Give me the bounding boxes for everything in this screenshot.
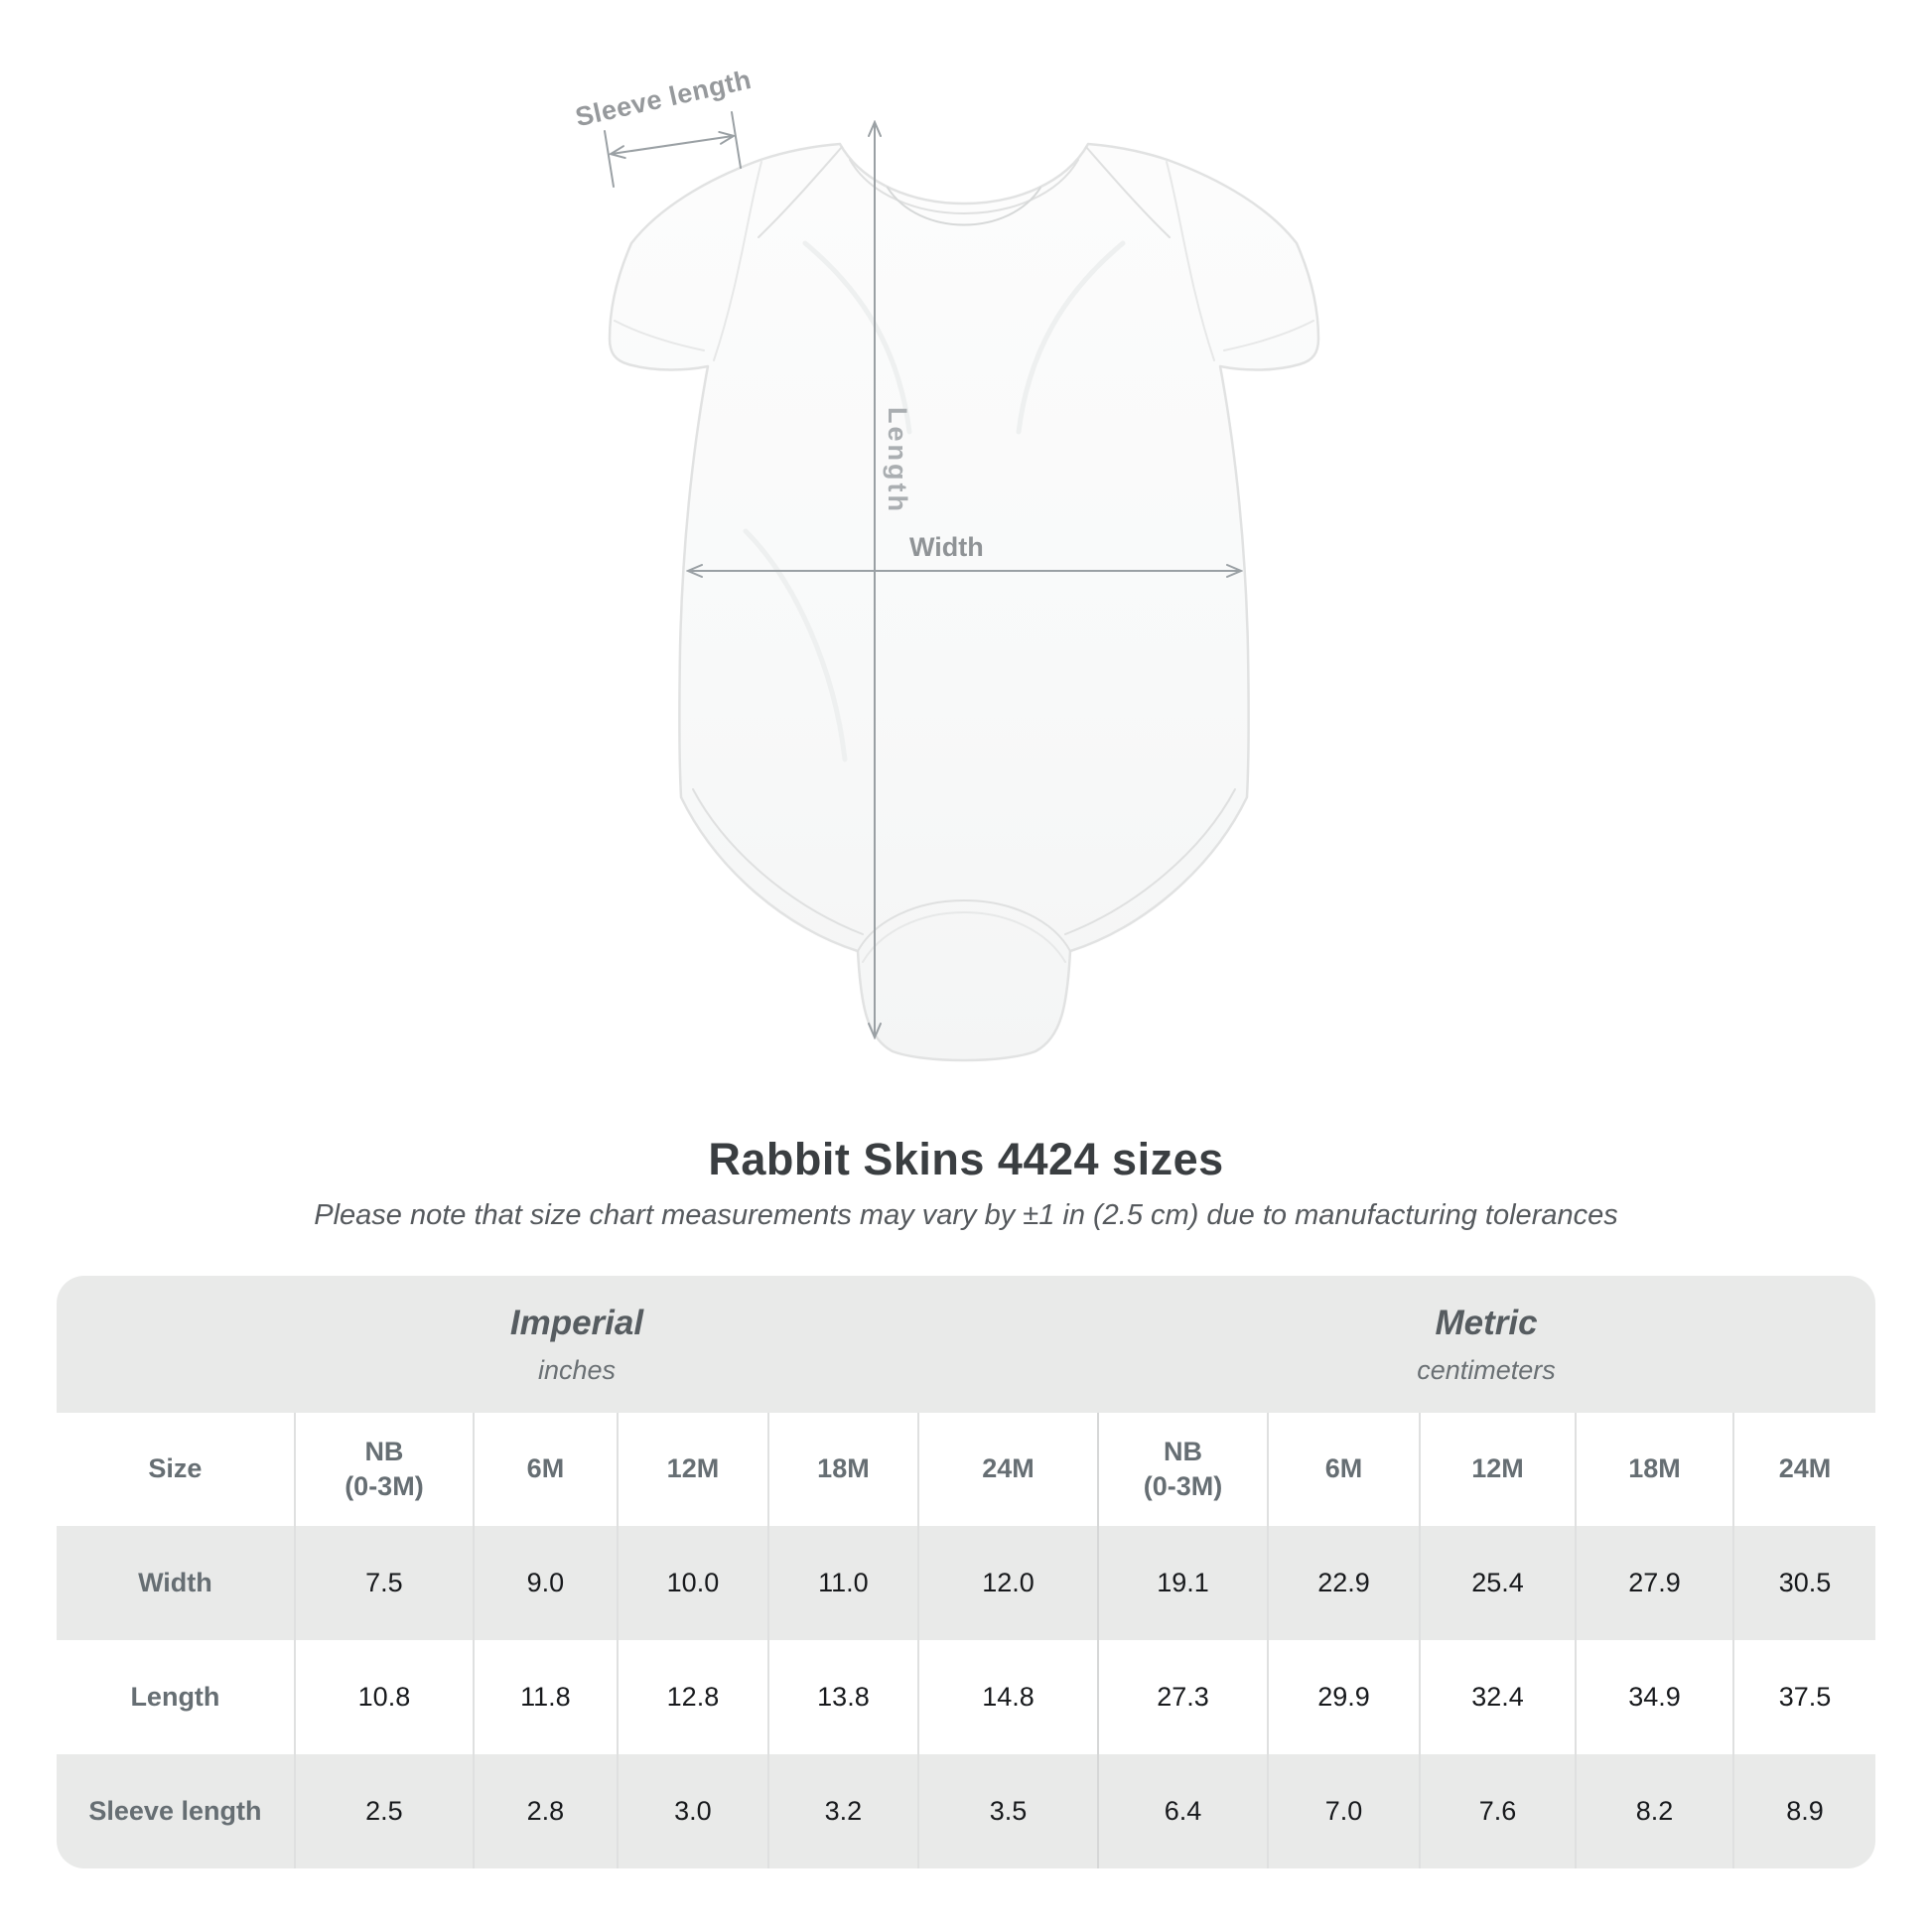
size-value-cell: 8.9 bbox=[1732, 1754, 1876, 1868]
imperial-group-header: Imperial inches bbox=[56, 1276, 1098, 1413]
size-table: Imperial inches Metric centimeters Size … bbox=[56, 1276, 1876, 1868]
col-header: 18M bbox=[766, 1413, 917, 1526]
onesie-outline bbox=[608, 142, 1320, 1062]
imperial-label: Imperial bbox=[509, 1303, 644, 1342]
width-label: Width bbox=[909, 532, 984, 562]
size-value-cell: 10.0 bbox=[616, 1526, 767, 1640]
size-value-cell: 32.4 bbox=[1419, 1640, 1576, 1754]
size-value-cell: 27.3 bbox=[1097, 1640, 1268, 1754]
row-label: Sleeve length bbox=[56, 1754, 294, 1868]
size-value-cell: 37.5 bbox=[1732, 1640, 1876, 1754]
onesie-body bbox=[608, 142, 1320, 1062]
col-header: 24M bbox=[916, 1413, 1098, 1526]
length-label: Length bbox=[883, 407, 912, 514]
row-label: Width bbox=[56, 1526, 294, 1640]
measurement-arrows bbox=[604, 111, 1240, 1036]
size-value-cell: 7.0 bbox=[1267, 1754, 1420, 1868]
col-header: 24M bbox=[1732, 1413, 1876, 1526]
size-value-cell: 27.9 bbox=[1575, 1526, 1733, 1640]
col-header: 6M bbox=[1267, 1413, 1420, 1526]
col-header-size: Size bbox=[56, 1413, 294, 1526]
size-value-cell: 2.8 bbox=[472, 1754, 617, 1868]
metric-sublabel: centimeters bbox=[1417, 1354, 1556, 1385]
table-row-length: Length 10.8 11.8 12.8 13.8 14.8 27.3 29.… bbox=[56, 1640, 1876, 1754]
size-value-cell: 13.8 bbox=[766, 1640, 917, 1754]
size-value-cell: 19.1 bbox=[1097, 1526, 1268, 1640]
imperial-sublabel: inches bbox=[537, 1354, 616, 1385]
row-label: Length bbox=[56, 1640, 294, 1754]
table-row-width: Width 7.5 9.0 10.0 11.0 12.0 19.1 22.9 2… bbox=[56, 1526, 1876, 1640]
onesie-graphic bbox=[604, 111, 1320, 1062]
sleeve-seams bbox=[614, 161, 1314, 361]
col-header: 6M bbox=[472, 1413, 617, 1526]
size-value-cell: 10.8 bbox=[293, 1640, 473, 1754]
sleeve-length-arrow bbox=[612, 136, 733, 154]
size-value-cell: 3.5 bbox=[916, 1754, 1098, 1868]
table-unit-band: Imperial inches Metric centimeters bbox=[56, 1276, 1876, 1413]
size-value-cell: 8.2 bbox=[1575, 1754, 1733, 1868]
size-diagram: Sleeve length Length Width bbox=[573, 65, 1320, 1062]
size-value-cell: 12.8 bbox=[616, 1640, 767, 1754]
subtitle: Please note that size chart measurements… bbox=[314, 1199, 1618, 1231]
size-value-cell: 3.2 bbox=[766, 1754, 917, 1868]
table-row-sleeve-length: Sleeve length 2.5 2.8 3.0 3.2 3.5 6.4 7.… bbox=[56, 1754, 1876, 1868]
size-value-cell: 34.9 bbox=[1575, 1640, 1733, 1754]
col-header: NB (0-3M) bbox=[293, 1413, 473, 1526]
size-value-cell: 6.4 bbox=[1097, 1754, 1268, 1868]
sleeve-extension-tick-right bbox=[731, 111, 742, 169]
metric-group-header: Metric centimeters bbox=[1097, 1276, 1876, 1413]
col-header: 18M bbox=[1575, 1413, 1733, 1526]
size-value-cell: 11.0 bbox=[766, 1526, 917, 1640]
size-value-cell: 14.8 bbox=[916, 1640, 1098, 1754]
size-value-cell: 30.5 bbox=[1732, 1526, 1876, 1640]
size-value-cell: 11.8 bbox=[472, 1640, 617, 1754]
collar-details bbox=[758, 146, 1171, 238]
size-value-cell: 25.4 bbox=[1419, 1526, 1576, 1640]
size-value-cell: 12.0 bbox=[916, 1526, 1098, 1640]
size-value-cell: 2.5 bbox=[293, 1754, 473, 1868]
size-value-cell: 7.6 bbox=[1419, 1754, 1576, 1868]
size-value-cell: 7.5 bbox=[293, 1526, 473, 1640]
size-value-cell: 29.9 bbox=[1267, 1640, 1420, 1754]
page-title: Rabbit Skins 4424 sizes bbox=[708, 1134, 1224, 1184]
col-header: 12M bbox=[616, 1413, 767, 1526]
size-value-cell: 3.0 bbox=[616, 1754, 767, 1868]
metric-label: Metric bbox=[1435, 1303, 1538, 1342]
col-header: NB (0-3M) bbox=[1097, 1413, 1268, 1526]
size-value-cell: 22.9 bbox=[1267, 1526, 1420, 1640]
size-value-cell: 9.0 bbox=[472, 1526, 617, 1640]
col-header: 12M bbox=[1419, 1413, 1576, 1526]
table-column-headers: Size NB (0-3M) 6M 12M 18M 24M NB (0-3M) … bbox=[56, 1413, 1876, 1526]
sleeve-extension-tick-left bbox=[604, 130, 615, 188]
